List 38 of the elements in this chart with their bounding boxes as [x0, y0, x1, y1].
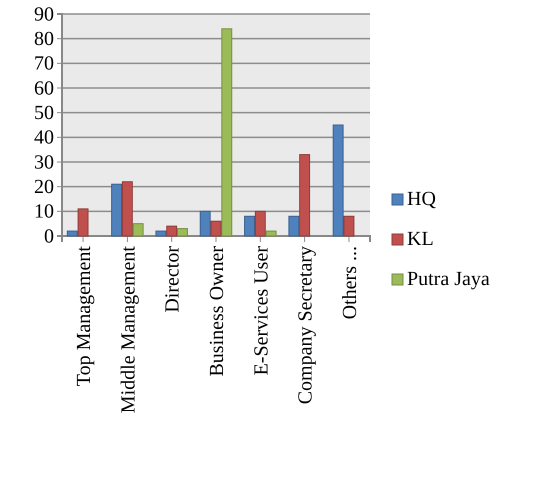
y-tick-label: 30	[34, 151, 54, 174]
bar	[155, 230, 166, 236]
x-tick-label: Middle Management	[117, 246, 140, 414]
y-tick-label: 40	[34, 126, 54, 149]
x-tick-label: Business Owner	[206, 246, 228, 377]
bar	[78, 208, 89, 236]
x-tick-label: Company Secretary	[294, 246, 317, 404]
bar	[288, 216, 300, 236]
y-tick-label: 90	[34, 3, 54, 26]
bar	[221, 28, 232, 236]
bar	[343, 216, 354, 236]
x-tick-label: Director	[162, 246, 184, 313]
x-tick-label: E-Services User	[250, 246, 272, 376]
y-tick-label: 0	[44, 225, 54, 248]
bar	[210, 220, 222, 236]
bar	[132, 223, 144, 236]
y-tick-label: 10	[34, 200, 54, 223]
legend-label: Putra Jaya	[407, 268, 490, 290]
bar	[177, 228, 188, 236]
x-tick-label: Others ...	[338, 246, 361, 320]
bar	[166, 226, 178, 236]
bar	[332, 124, 344, 236]
bar	[244, 216, 255, 236]
bar	[299, 154, 310, 236]
x-tick-label: Top Management	[73, 246, 96, 386]
bar	[111, 184, 122, 236]
bar	[254, 210, 266, 236]
legend-label: KL	[407, 228, 434, 250]
bar	[122, 181, 133, 236]
bar	[266, 230, 277, 236]
bar	[200, 210, 211, 236]
legend-label: HQ	[407, 188, 436, 210]
bar	[66, 230, 78, 236]
y-tick-label: 80	[34, 28, 54, 50]
y-tick-label: 60	[34, 77, 54, 100]
y-tick-label: 20	[34, 176, 54, 198]
y-tick-label: 70	[34, 52, 54, 75]
y-tick-label: 50	[34, 102, 54, 124]
